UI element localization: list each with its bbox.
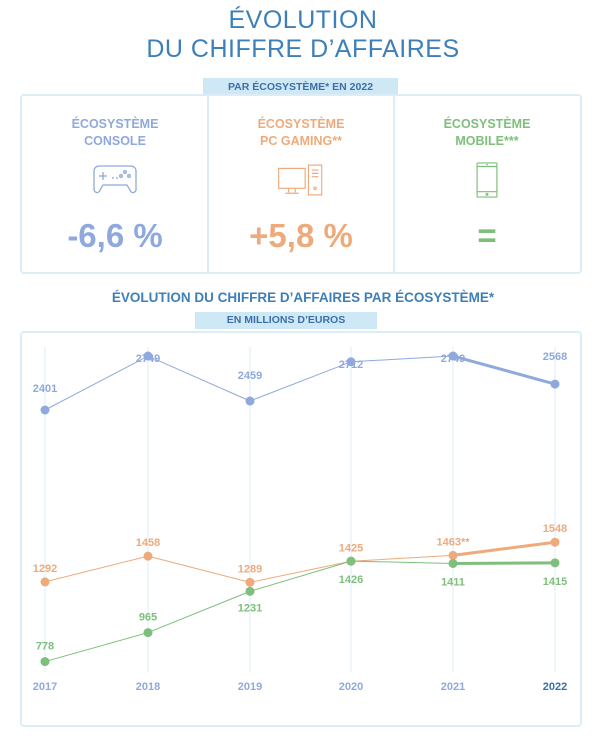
ecosystem-mobile: ÉCOSYSTÈME MOBILE*** = [394,94,580,272]
chart-title: ÉVOLUTION DU CHIFFRE D’AFFAIRES PAR ÉCOS… [111,290,495,305]
series-segment [44,355,149,411]
series-segment [44,555,149,583]
data-point [143,351,153,361]
data-point [550,379,560,389]
label: CONSOLE [84,134,146,148]
data-label: 2749 [136,353,160,365]
data-label: 1463** [436,536,470,548]
divider [393,96,395,272]
data-label: 2568 [543,351,567,363]
desktop-pc-icon [278,164,323,196]
smartphone-icon [476,162,498,198]
data-point [245,577,255,587]
year-tag: PAR ÉCOSYSTÈME* EN 2022 [203,78,398,96]
label: PC GAMING** [260,134,342,148]
x-tick-label: 2019 [238,681,262,693]
label: ÉCOSYSTÈME [71,117,159,131]
data-point [346,556,356,566]
change-value: -6,6 % [67,217,163,254]
data-point [245,586,255,596]
data-point [448,558,458,568]
data-point [448,351,458,361]
series-segment [350,554,454,562]
data-point [550,558,560,568]
chart-panel [20,331,582,727]
data-label: 1415 [543,576,567,588]
data-label: 1425 [339,542,363,554]
data-point [550,537,560,547]
data-point [40,657,50,667]
x-tick-label: 2020 [339,681,363,693]
title-line-2: DU CHIFFRE D’AFFAIRES [146,35,460,63]
data-point [448,550,458,560]
ecosystem-console: ÉCOSYSTÈME CONSOLE -6,6 % [22,94,208,272]
series-segment [147,555,251,583]
series-segment [249,361,352,402]
series-segment [350,355,454,363]
series-segment [147,355,251,402]
data-label: 1458 [136,537,160,549]
x-tick-label: 2018 [136,681,160,693]
data-label: 2749 [441,353,465,365]
data-label: 1289 [238,563,262,575]
x-tick-label: 2017 [33,681,57,693]
data-label: 778 [36,641,54,653]
data-label: 965 [139,612,157,624]
series-segment [44,632,149,663]
series-segment [452,540,556,557]
title-line-1: ÉVOLUTION [228,6,378,34]
data-label: 2712 [339,359,363,371]
data-point [245,396,255,406]
chart-subtitle: EN MILLIONS D’EUROS [195,312,377,329]
series-segment [452,561,556,565]
series-segment [249,560,352,583]
series-segment [249,560,352,592]
label: ÉCOSYSTÈME [257,117,345,131]
series-segment [452,354,556,386]
gamepad-icon [93,165,137,194]
data-point [143,551,153,561]
data-point [40,405,50,415]
ecosystem-panel [20,94,582,274]
data-label: 2459 [238,370,262,382]
page-title: ÉVOLUTION DU CHIFFRE D’AFFAIRES [0,6,606,64]
data-point [40,577,50,587]
data-label: 1548 [543,523,567,535]
ecosystem-pc: ÉCOSYSTÈME PC GAMING** +5,8 % [208,94,394,272]
data-point [143,628,153,638]
series-segment [350,560,454,564]
x-tick-label: 2022 [543,681,567,693]
divider [207,96,209,272]
data-point [346,357,356,367]
label: ÉCOSYSTÈME [443,117,531,131]
data-label: 1292 [33,563,57,575]
data-label: 1411 [441,576,465,588]
series-segment [147,590,251,634]
data-label: 1426 [339,574,363,586]
label: MOBILE*** [455,134,519,148]
change-value: +5,8 % [249,217,353,254]
data-label: 1231 [238,602,262,614]
data-label: 2401 [33,383,57,395]
x-tick-label: 2021 [441,681,465,693]
change-value: = [477,217,497,254]
